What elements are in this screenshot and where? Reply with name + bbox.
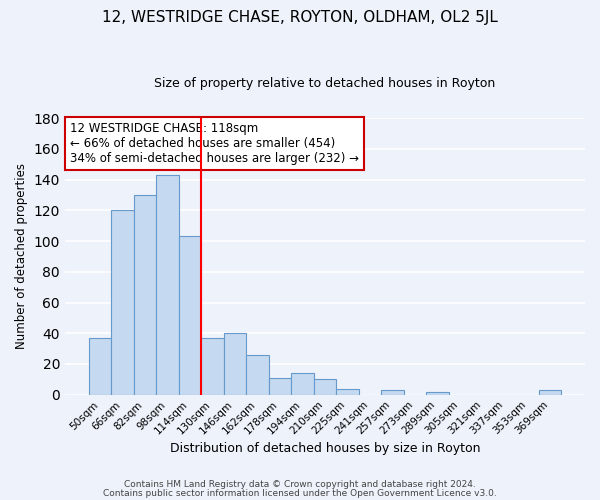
Bar	[381, 390, 404, 394]
Bar	[291, 373, 314, 394]
Bar	[539, 390, 562, 394]
Bar	[426, 392, 449, 394]
X-axis label: Distribution of detached houses by size in Royton: Distribution of detached houses by size …	[170, 442, 480, 455]
Bar	[336, 388, 359, 394]
Y-axis label: Number of detached properties: Number of detached properties	[15, 164, 28, 350]
Bar	[201, 338, 224, 394]
Bar	[246, 355, 269, 395]
Bar	[156, 175, 179, 394]
Text: 12, WESTRIDGE CHASE, ROYTON, OLDHAM, OL2 5JL: 12, WESTRIDGE CHASE, ROYTON, OLDHAM, OL2…	[102, 10, 498, 25]
Bar	[224, 333, 246, 394]
Bar	[89, 338, 111, 394]
Text: 12 WESTRIDGE CHASE: 118sqm
← 66% of detached houses are smaller (454)
34% of sem: 12 WESTRIDGE CHASE: 118sqm ← 66% of deta…	[70, 122, 359, 165]
Bar	[179, 236, 201, 394]
Bar	[314, 380, 336, 394]
Text: Contains HM Land Registry data © Crown copyright and database right 2024.: Contains HM Land Registry data © Crown c…	[124, 480, 476, 489]
Bar	[269, 378, 291, 394]
Bar	[134, 195, 156, 394]
Text: Contains public sector information licensed under the Open Government Licence v3: Contains public sector information licen…	[103, 489, 497, 498]
Title: Size of property relative to detached houses in Royton: Size of property relative to detached ho…	[154, 78, 496, 90]
Bar	[111, 210, 134, 394]
